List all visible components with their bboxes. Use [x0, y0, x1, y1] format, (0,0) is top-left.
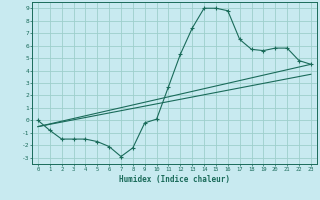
X-axis label: Humidex (Indice chaleur): Humidex (Indice chaleur)	[119, 175, 230, 184]
